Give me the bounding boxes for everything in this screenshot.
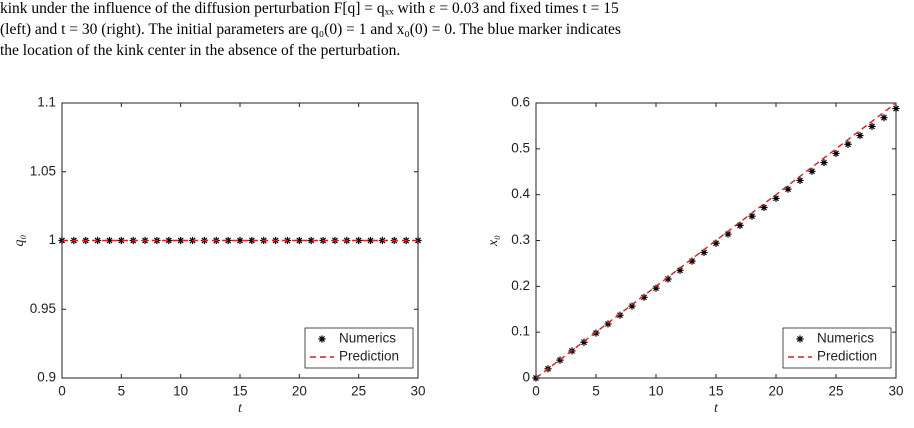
y-tick-label: 0.6 <box>511 95 530 110</box>
data-point <box>652 284 660 292</box>
data-point <box>808 167 816 175</box>
data-point <box>760 203 768 212</box>
data-point <box>105 236 114 245</box>
y-axis-label: q₀ <box>12 234 27 246</box>
prediction-line <box>535 102 897 379</box>
data-point <box>856 131 864 140</box>
y-tick-label: 1.1 <box>37 95 56 110</box>
x-tick-label: 20 <box>768 384 783 399</box>
caption-line: the location of the kink center in the a… <box>0 42 401 59</box>
y-tick-label: 1.05 <box>30 163 56 178</box>
legend-box <box>782 327 892 369</box>
data-point <box>820 158 828 167</box>
legend-label: Prediction <box>817 349 877 364</box>
data-point <box>736 221 744 229</box>
data-point <box>796 176 804 185</box>
y-tick-label: 0 <box>522 370 530 385</box>
data-point <box>724 230 732 238</box>
data-point <box>355 236 363 245</box>
data-point <box>880 114 888 122</box>
data-point <box>676 266 684 274</box>
x-tick-label: 30 <box>888 384 903 399</box>
data-point <box>748 212 756 220</box>
legend-marker <box>318 335 326 343</box>
legend-label: Prediction <box>339 349 399 364</box>
x-tick-label: 30 <box>410 384 425 399</box>
data-point <box>307 236 315 245</box>
data-point <box>604 320 612 328</box>
data-point <box>295 236 303 245</box>
x-tick-label: 20 <box>292 384 307 399</box>
caption-line: kink under the influence of the diffusio… <box>0 0 619 17</box>
y-tick-label: 0.95 <box>30 301 56 316</box>
data-point <box>177 236 185 245</box>
legend-label: Numerics <box>339 331 396 346</box>
x-tick-label: 25 <box>351 384 366 399</box>
x-axis-label: t <box>238 401 243 416</box>
data-point <box>868 122 876 130</box>
y-tick-label: 1 <box>48 232 56 247</box>
data-point <box>892 104 900 113</box>
x-tick-label: 0 <box>532 384 540 399</box>
y-tick-label: 0.9 <box>37 370 56 385</box>
data-point <box>628 302 636 310</box>
y-tick-label: 0.1 <box>511 324 530 339</box>
y-tick-label: 0.5 <box>511 140 530 155</box>
data-point <box>640 293 648 301</box>
x-tick-label: 25 <box>828 384 843 399</box>
data-point <box>844 140 852 148</box>
data-point <box>580 338 588 346</box>
data-point <box>712 239 720 247</box>
data-point <box>236 236 244 245</box>
x-tick-label: 10 <box>173 384 188 399</box>
legend-label: Numerics <box>817 331 874 346</box>
y-tick-label: 0.2 <box>511 278 530 293</box>
legend-marker <box>796 335 804 343</box>
data-point <box>224 236 232 245</box>
x-tick-label: 5 <box>118 384 126 399</box>
y-axis-label: x₀ <box>486 235 501 247</box>
caption-line: (left) and t = 30 (right). The initial p… <box>0 21 621 38</box>
x-tick-label: 15 <box>708 384 723 399</box>
x-tick-label: 0 <box>58 384 66 399</box>
data-point <box>688 257 696 265</box>
x-axis-label: t <box>714 401 719 416</box>
data-point <box>664 275 672 283</box>
data-point <box>165 236 173 245</box>
data-point <box>784 185 792 193</box>
data-point <box>616 311 624 319</box>
data-point <box>832 149 840 158</box>
y-tick-label: 0.4 <box>511 186 530 201</box>
x-tick-label: 15 <box>232 384 247 399</box>
x-tick-label: 10 <box>648 384 663 399</box>
data-point <box>556 356 564 364</box>
data-point <box>117 236 125 245</box>
data-point <box>772 194 780 202</box>
data-point <box>366 236 375 245</box>
x-tick-label: 5 <box>592 384 600 399</box>
legend-box <box>304 327 414 369</box>
data-point <box>700 248 708 257</box>
data-point <box>248 236 256 245</box>
y-tick-label: 0.3 <box>511 232 530 247</box>
data-point <box>592 329 600 337</box>
